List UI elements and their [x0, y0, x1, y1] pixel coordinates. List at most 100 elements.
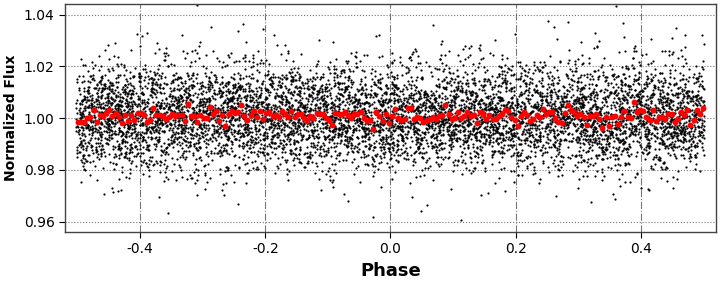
Point [86, 118, 97, 122]
Point [490, 129, 502, 133]
Point [329, 83, 341, 87]
Point [327, 118, 338, 122]
Point [574, 149, 585, 154]
Point [414, 102, 426, 106]
Point [216, 81, 228, 85]
Point [606, 123, 618, 128]
Point [186, 126, 198, 131]
Point [576, 102, 588, 106]
Point [327, 124, 338, 129]
Point [435, 162, 446, 167]
Point [465, 101, 477, 105]
Point [595, 65, 607, 70]
Point [666, 134, 678, 138]
Point [549, 129, 560, 133]
Point [315, 106, 326, 110]
Point [107, 146, 119, 151]
Point [421, 91, 433, 96]
Point [126, 104, 138, 108]
Point [690, 151, 702, 155]
Point [174, 164, 185, 169]
Point [150, 71, 161, 76]
Point [502, 104, 513, 109]
Point [559, 100, 570, 105]
Point [652, 85, 664, 89]
Point [210, 75, 222, 80]
Point [378, 145, 390, 150]
Point [201, 97, 212, 101]
Point [591, 93, 603, 97]
Point [672, 91, 684, 95]
Point [684, 122, 696, 126]
Point [521, 83, 532, 88]
Point [680, 124, 692, 128]
Point [695, 95, 706, 99]
Point [685, 123, 696, 127]
Point [678, 136, 690, 141]
Point [500, 81, 511, 85]
Point [612, 93, 624, 97]
Point [644, 111, 656, 116]
Point [546, 119, 558, 123]
Point [256, 120, 267, 124]
Point [542, 110, 554, 114]
Point [299, 105, 310, 110]
Point [155, 153, 166, 158]
Point [637, 151, 649, 155]
Point [449, 94, 461, 99]
Point [605, 63, 616, 68]
Point [642, 76, 654, 80]
Point [97, 113, 109, 118]
Point [96, 147, 107, 152]
Point [593, 110, 605, 114]
Point [408, 121, 419, 125]
Point [368, 169, 379, 174]
Point [598, 174, 610, 178]
Point [640, 102, 652, 106]
Point [378, 155, 390, 159]
Point [185, 125, 197, 129]
Point [143, 77, 154, 81]
Point [143, 167, 155, 172]
Point [328, 64, 339, 69]
Point [388, 92, 400, 97]
Point [606, 80, 617, 85]
Point [690, 154, 702, 159]
Point [632, 98, 644, 103]
Point [253, 61, 265, 65]
Point [624, 133, 635, 138]
Point [248, 53, 259, 57]
Point [654, 93, 666, 98]
Point [348, 157, 360, 162]
Point [603, 129, 615, 133]
Point [544, 53, 556, 58]
Point [426, 146, 438, 151]
Point [534, 90, 545, 95]
Point [303, 108, 315, 113]
Point [441, 129, 453, 133]
Point [328, 118, 340, 122]
Point [511, 105, 523, 110]
Point [405, 86, 416, 90]
Point [230, 90, 241, 95]
Point [670, 108, 681, 112]
Point [588, 89, 599, 93]
Point [186, 49, 198, 53]
Point [284, 130, 296, 134]
Point [318, 153, 330, 158]
Point [207, 49, 219, 53]
Point [431, 145, 443, 149]
Point [143, 158, 155, 163]
Point [261, 111, 272, 116]
Point [82, 85, 94, 89]
Point [210, 76, 222, 81]
Point [206, 117, 217, 121]
Point [115, 118, 127, 123]
Point [436, 91, 447, 95]
Point [171, 110, 182, 115]
Point [665, 153, 676, 158]
Point [690, 94, 701, 99]
Point [536, 94, 548, 98]
Point [472, 127, 483, 131]
Point [297, 119, 309, 123]
